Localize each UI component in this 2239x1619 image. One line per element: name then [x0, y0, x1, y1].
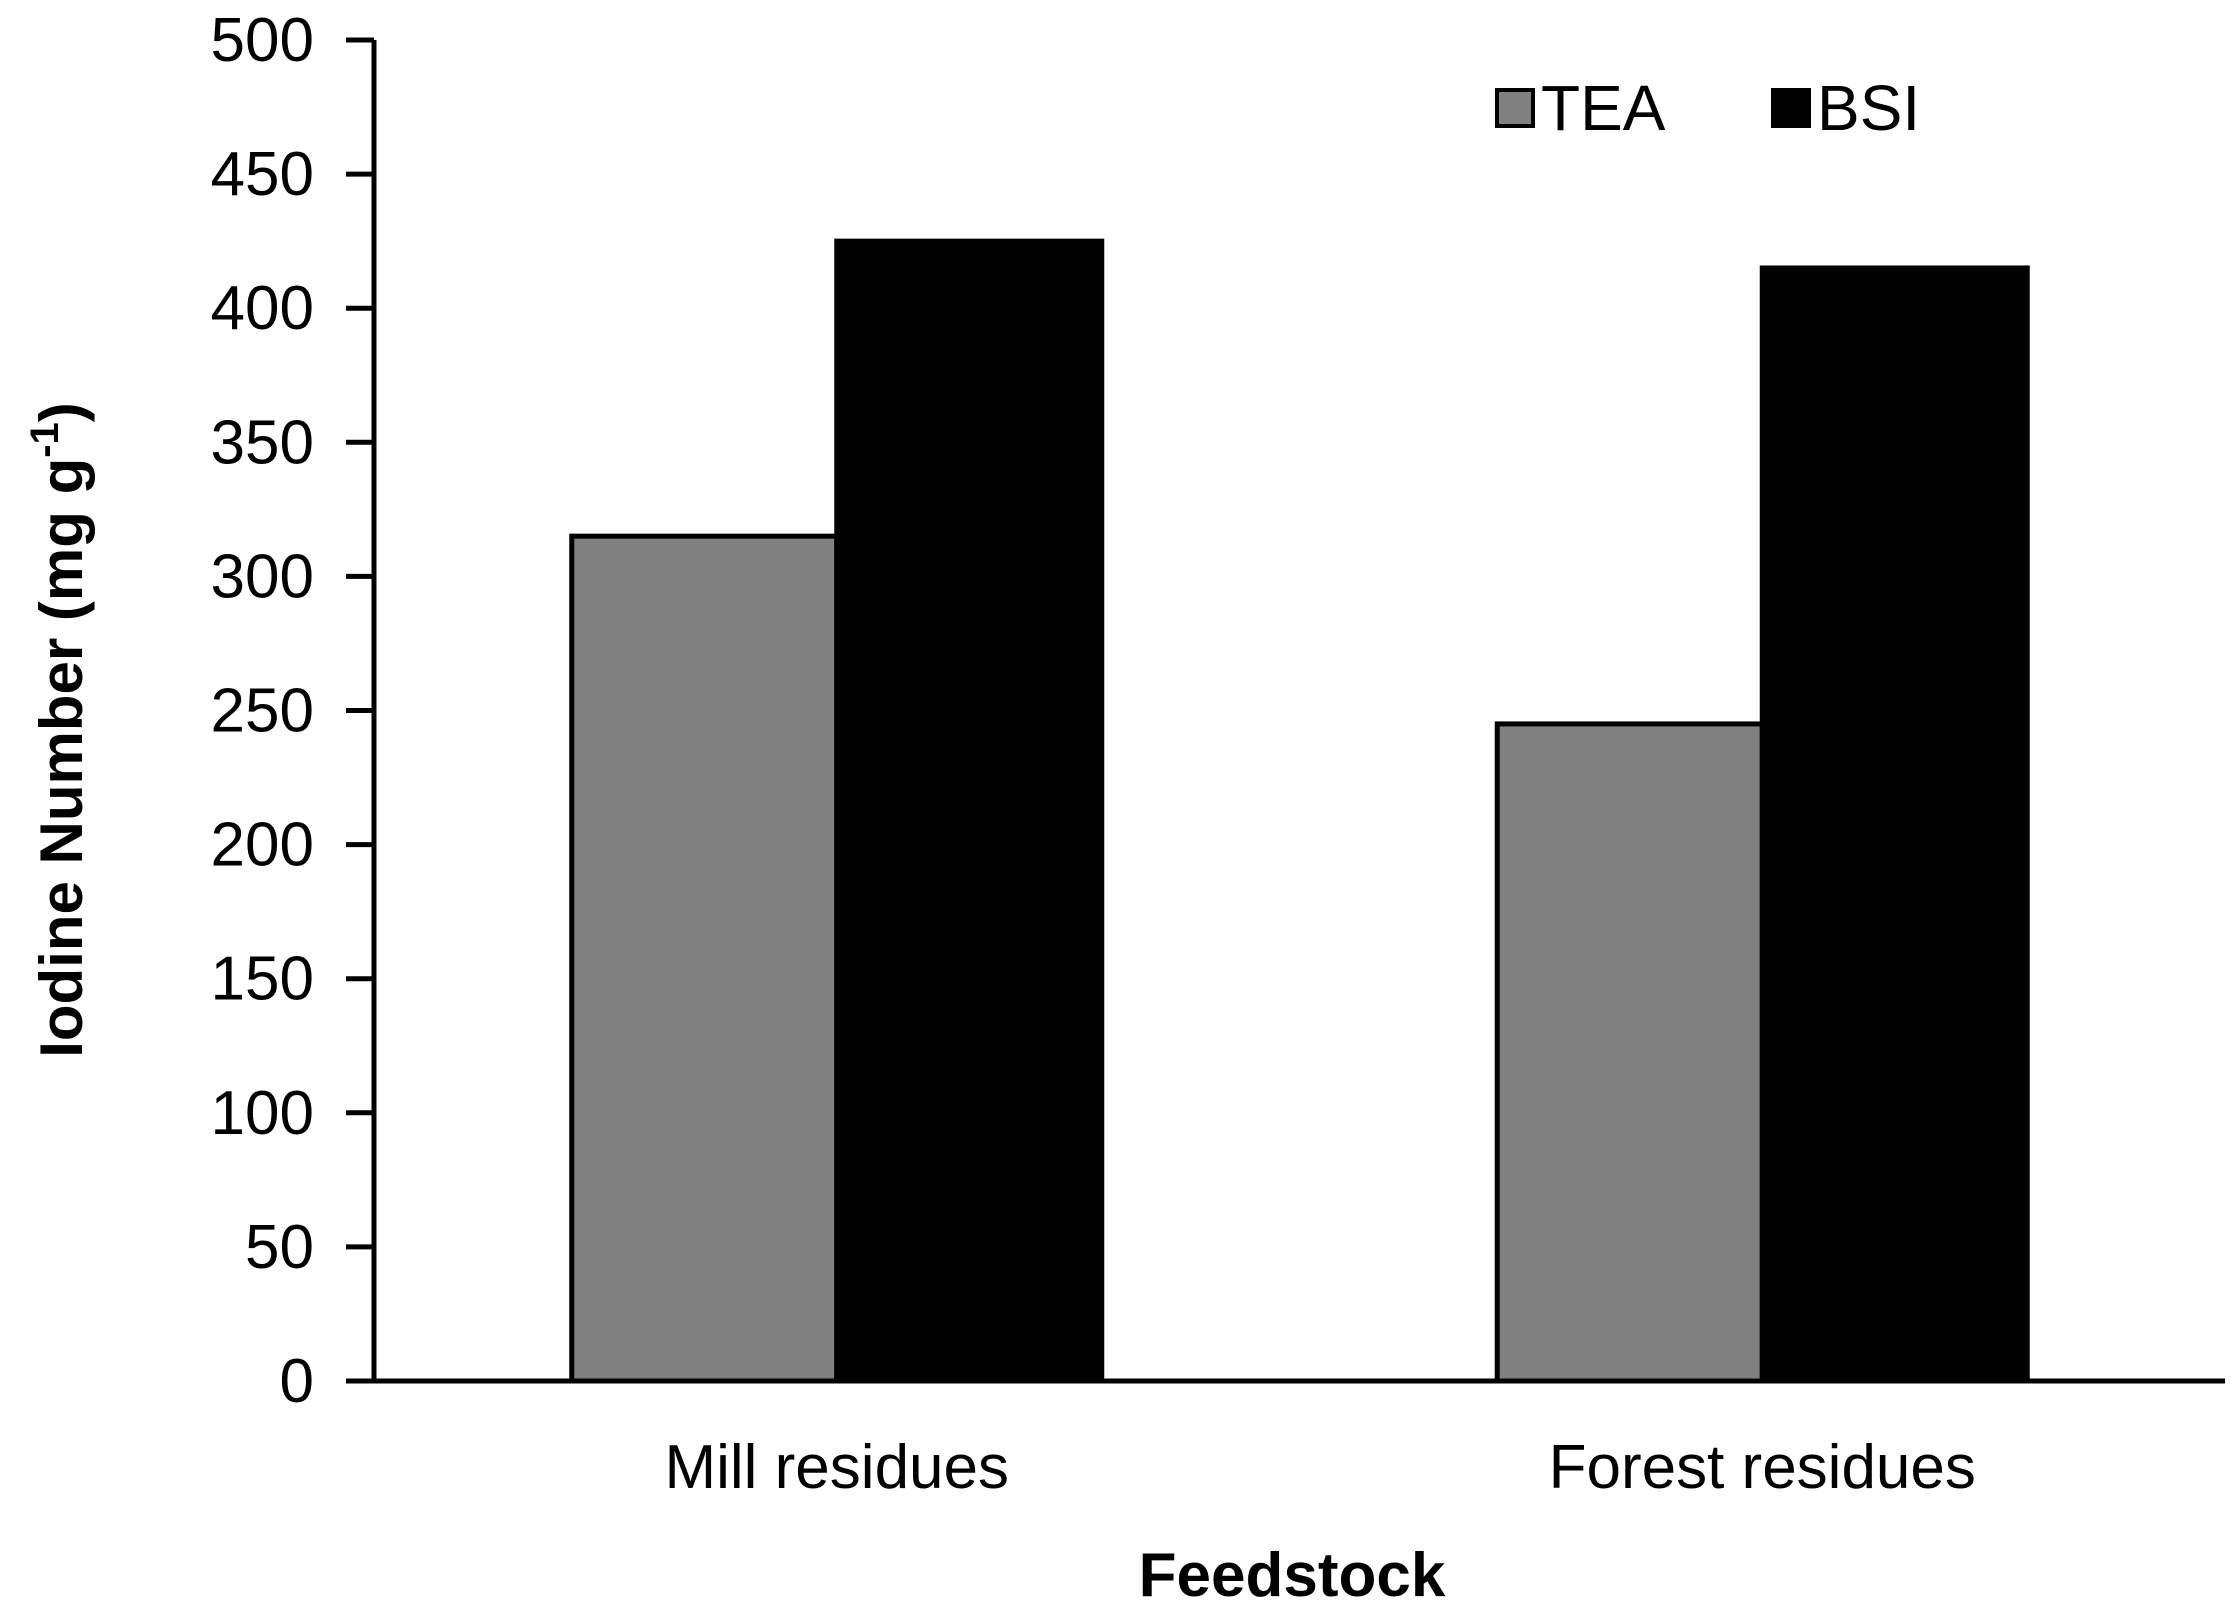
- bar-bsi-1: [1759, 265, 2030, 1384]
- y-axis-label: Iodine Number (mg g-1): [23, 402, 95, 1058]
- y-tick-label: 350: [211, 408, 314, 477]
- y-tick-label: 100: [211, 1079, 314, 1148]
- bars-layer: [569, 238, 2030, 1384]
- y-tick-label: 150: [211, 945, 314, 1014]
- y-tick-label: 300: [211, 542, 314, 611]
- legend: TEA BSI: [1495, 72, 1920, 144]
- y-axis-label-main: Iodine Number (mg g: [28, 458, 95, 1058]
- y-tick-label: 250: [211, 677, 314, 746]
- legend-label-bsi: BSI: [1817, 72, 1920, 144]
- y-tick-label: 50: [245, 1213, 314, 1282]
- bar-bsi-0: [834, 238, 1105, 1384]
- bar-tea-0: [569, 533, 840, 1384]
- legend-swatch-tea: [1495, 88, 1535, 128]
- legend-swatch-bsi: [1771, 88, 1811, 128]
- x-ticks: Mill residues Forest residues: [664, 1433, 1975, 1502]
- y-axis-label-superscript: -1: [23, 422, 67, 458]
- y-tick-label: 450: [211, 140, 314, 209]
- y-tick-label: 0: [280, 1347, 314, 1416]
- x-tick-label: Forest residues: [1549, 1433, 1976, 1502]
- y-tick-label: 200: [211, 811, 314, 880]
- y-tick-label: 500: [211, 6, 314, 75]
- legend-label-tea: TEA: [1541, 72, 1666, 144]
- bar-tea-1: [1494, 721, 1765, 1384]
- y-axis-label-suffix: ): [28, 402, 95, 422]
- y-tick-label: 400: [211, 274, 314, 343]
- x-tick-label: Mill residues: [664, 1433, 1009, 1502]
- x-axis-label: Feedstock: [1139, 1541, 1446, 1610]
- y-ticks: 0 50 100 150 200 250 300 350 400 450 500: [211, 6, 374, 1416]
